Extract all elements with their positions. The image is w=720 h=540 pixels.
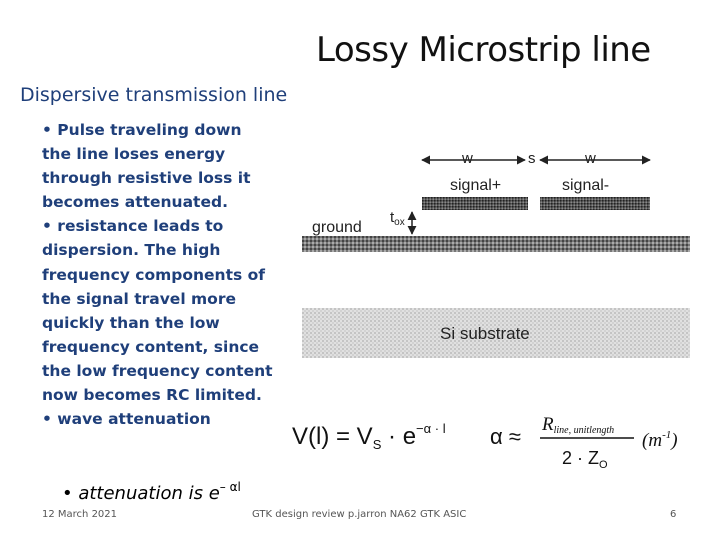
attenuation-formula: V(l) = VS · e−α · l α ≈ Rline, unitlengt… (292, 414, 678, 471)
signal-minus-label: signal- (562, 177, 609, 194)
ground-label: ground (312, 219, 362, 236)
microstrip-diagram: w s w signal+ signal- tox ground Si subs… (302, 150, 690, 358)
slide-number: 6 (670, 509, 677, 520)
w-right-label: w (584, 150, 596, 167)
bullet-list: • Pulse traveling down the line loses en… (42, 118, 274, 431)
ground-plane (302, 236, 690, 252)
voltage-equation: V(l) = VS · e−α · l (292, 421, 446, 452)
formula-numerator: Rline, unitlength (541, 414, 614, 436)
formula-denominator: 2 · ZO (562, 448, 608, 471)
tox-label: tox (390, 209, 405, 228)
substrate-label: Si substrate (440, 324, 530, 343)
bullet-item: • Pulse traveling down the line loses en… (42, 121, 251, 212)
bullet-item: • wave attenuation (42, 410, 211, 429)
w-left-label: w (461, 150, 473, 167)
signal-plus-strip (422, 197, 528, 210)
signal-minus-strip (540, 197, 650, 210)
slide-subtitle: Dispersive transmission line (20, 84, 288, 106)
attenuation-note: • attenuation is e– αl (62, 480, 241, 504)
footer-center: GTK design review p.jarron NA62 GTK ASIC (252, 509, 467, 520)
alpha-approx: α ≈ (490, 424, 521, 449)
s-label: s (528, 150, 536, 167)
signal-plus-label: signal+ (450, 177, 501, 194)
formula-unit: (m-1) (642, 429, 678, 451)
footer-date: 12 March 2021 (42, 509, 118, 520)
si-substrate (302, 308, 690, 358)
bullet-item: • resistance leads to dispersion. The hi… (42, 217, 273, 405)
slide-title: Lossy Microstrip line (316, 30, 651, 70)
